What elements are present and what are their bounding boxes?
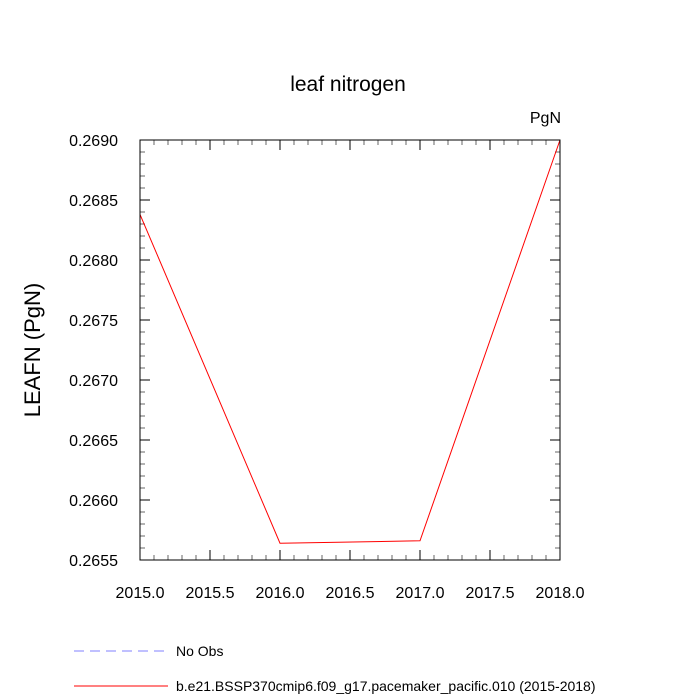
legend: No Obs b.e21.BSSP370cmip6.f09_g17.pacemak… bbox=[74, 643, 596, 694]
y-tick-label: 0.2670 bbox=[69, 373, 118, 390]
series-line bbox=[139, 139, 561, 544]
y-axis-label: LEAFN (PgN) bbox=[20, 283, 45, 417]
x-tick-label: 2015.0 bbox=[116, 585, 165, 602]
minor-ticks bbox=[139, 139, 561, 561]
x-tick-label: 2018.0 bbox=[536, 585, 585, 602]
chart-title: leaf nitrogen bbox=[290, 73, 406, 96]
y-tick-label: 0.2665 bbox=[69, 433, 118, 450]
plot-frame bbox=[139, 139, 561, 561]
x-tick-labels: 2015.0 2015.5 2016.0 2016.5 2017.0 2017.5 2018… bbox=[116, 585, 585, 602]
y-tick-label: 0.2685 bbox=[69, 193, 118, 210]
y-tick-label: 0.2675 bbox=[69, 313, 118, 330]
units-label: PgN bbox=[530, 110, 561, 127]
x-tick-label: 2015.5 bbox=[186, 585, 235, 602]
y-tick-labels: 0.2655 0.2660 0.2665 0.2670 0.2675 0.2680 0.26… bbox=[69, 133, 118, 570]
x-tick-label: 2016.0 bbox=[256, 585, 305, 602]
x-tick-label: 2017.0 bbox=[396, 585, 445, 602]
y-tick-label: 0.2660 bbox=[69, 493, 118, 510]
x-tick-label: 2016.5 bbox=[326, 585, 375, 602]
legend-label: No Obs bbox=[176, 643, 223, 659]
legend-label: b.e21.BSSP370cmip6.f09_g17.pacemaker_pac… bbox=[176, 678, 596, 694]
y-tick-label: 0.2655 bbox=[69, 553, 118, 570]
y-tick-label: 0.2690 bbox=[69, 133, 118, 150]
major-ticks bbox=[139, 139, 561, 561]
y-tick-label: 0.2680 bbox=[69, 253, 118, 270]
series-layer bbox=[139, 139, 561, 544]
x-tick-label: 2017.5 bbox=[466, 585, 515, 602]
